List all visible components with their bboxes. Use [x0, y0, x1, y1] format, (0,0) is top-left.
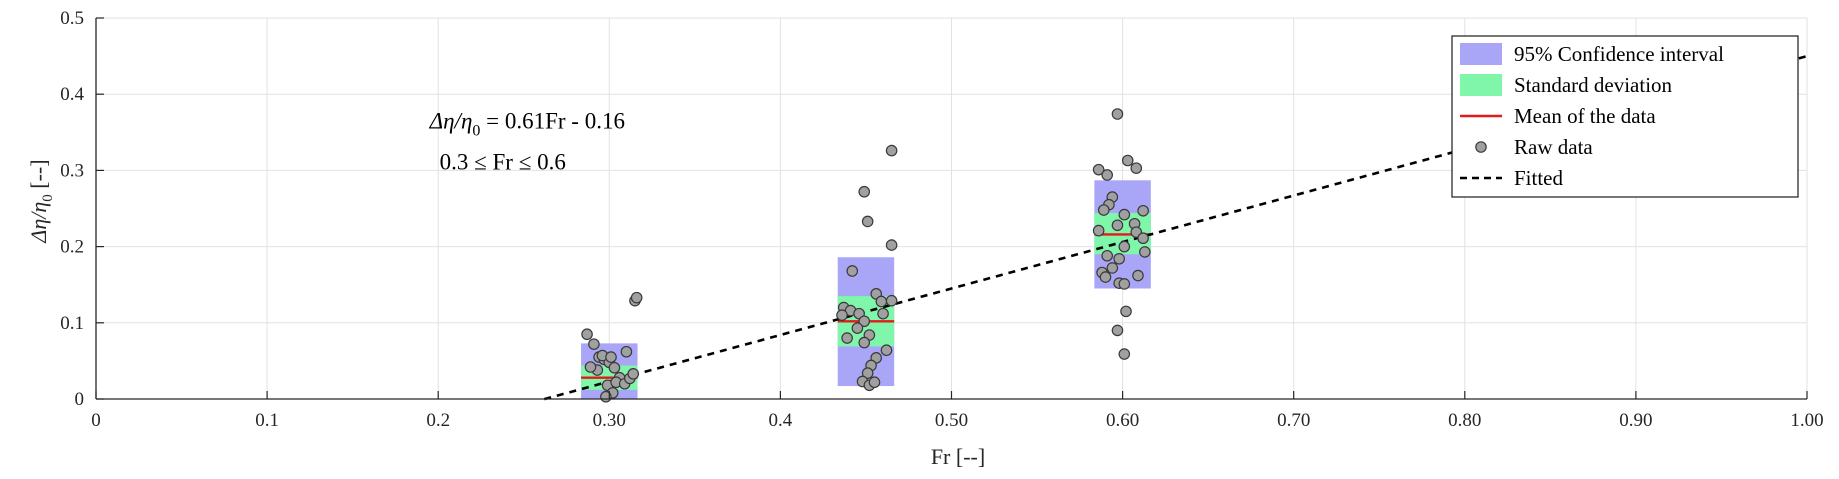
x-tick-label: 0.4	[769, 410, 793, 431]
x-tick-label: 0.1	[255, 410, 279, 431]
raw-data-point	[584, 361, 597, 373]
legend-swatch-0	[1460, 43, 1502, 65]
raw-data-point	[1099, 271, 1112, 283]
raw-data-point	[627, 368, 640, 380]
fit-range: 0.3 ≤ Fr ≤ 0.6	[440, 149, 566, 174]
raw-data-point	[1101, 169, 1114, 181]
legend-label-2: Mean of the data	[1514, 104, 1656, 128]
x-tick-label: 1.00	[1790, 410, 1823, 431]
legend: 95% Confidence interval Standard deviatio…	[1451, 35, 1799, 198]
x-tick-label: 0.70	[1277, 410, 1310, 431]
raw-data-point	[880, 344, 893, 357]
legend-label-0: 95% Confidence interval	[1514, 42, 1724, 66]
raw-data-point	[1132, 269, 1144, 282]
raw-data-point	[1121, 154, 1134, 167]
x-axis-label: Fr [--]	[931, 444, 985, 469]
x-tick-label: 0.2	[426, 410, 450, 431]
x-tick-label: 0.90	[1619, 410, 1652, 431]
raw-data-point	[1097, 204, 1110, 216]
y-tick-label: 0.1	[60, 313, 84, 334]
raw-data-point	[620, 345, 633, 358]
raw-data-point	[858, 336, 871, 349]
raw-data-point	[1111, 108, 1124, 120]
raw-data-point	[630, 291, 643, 304]
y-tick-label: 0	[75, 389, 85, 410]
fit-equation-annotation: Δη/η0 = 0.61Fr - 0.16 0.3 ≤ Fr ≤ 0.6	[429, 108, 625, 174]
raw-data-point	[1118, 240, 1131, 253]
raw-data-point	[861, 215, 874, 228]
raw-data-point	[885, 294, 898, 307]
raw-data-point	[1120, 305, 1132, 318]
raw-data-point	[608, 361, 621, 374]
legend-label-3: Raw data	[1514, 135, 1593, 159]
raw-data-point	[858, 185, 871, 198]
raw-data-point	[605, 351, 617, 363]
raw-data-point	[1113, 252, 1125, 265]
raw-data-point	[841, 332, 853, 344]
x-tick-label: 0.60	[1106, 410, 1139, 431]
data-layer	[543, 54, 1808, 403]
x-tick-label: 0.80	[1448, 410, 1481, 431]
raw-data-point	[1118, 278, 1131, 290]
legend-swatch-3	[1475, 141, 1487, 153]
raw-data-point	[1111, 324, 1124, 337]
legend-box	[1451, 35, 1799, 198]
raw-data-point	[1092, 224, 1105, 237]
raw-data-point	[875, 295, 888, 308]
raw-data-point	[885, 239, 898, 251]
x-tick-label: 0.30	[593, 410, 626, 431]
raw-data-point	[861, 367, 874, 379]
axes: 0 0.1 0.2 0.30 0.4 0.50 0.60 0.70 0.80 0.90 1.00 0 0…	[60, 8, 1823, 431]
raw-data-point	[846, 265, 859, 277]
raw-data-point	[1130, 162, 1143, 174]
y-tick-label: 0.5	[60, 8, 84, 29]
raw-data-point	[1137, 204, 1149, 217]
y-tick-label: 0.3	[60, 160, 84, 181]
raw-data-point	[588, 338, 600, 350]
raw-data-point	[1118, 348, 1131, 360]
raw-data-point	[1111, 219, 1124, 232]
y-tick-label: 0.4	[60, 84, 84, 105]
x-tick-label: 0	[91, 410, 101, 431]
raw-data-point	[1137, 232, 1149, 245]
raw-data-point	[851, 322, 864, 334]
raw-data-point	[877, 307, 889, 320]
raw-data-point	[1118, 208, 1131, 221]
x-tick-label: 0.50	[935, 410, 968, 431]
fitted-line	[543, 54, 1808, 401]
raw-data-point	[581, 328, 593, 341]
raw-data-point	[885, 144, 898, 157]
raw-data-point	[1101, 249, 1114, 262]
raw-data-point	[1092, 163, 1105, 176]
legend-label-4: Fitted	[1514, 166, 1564, 190]
raw-data-point	[836, 309, 848, 321]
raw-data-point	[1139, 246, 1151, 258]
raw-data-point	[868, 376, 881, 389]
y-tick-label: 0.2	[60, 237, 84, 258]
legend-swatch-1	[1460, 74, 1502, 96]
raw-data-point	[858, 315, 871, 328]
raw-data-point	[1106, 262, 1119, 274]
legend-label-1: Standard deviation	[1514, 73, 1673, 97]
fit-equation: Δη/η0 = 0.61Fr - 0.16	[429, 108, 625, 139]
y-axis-label: Δη/η0 [--]	[26, 159, 56, 243]
